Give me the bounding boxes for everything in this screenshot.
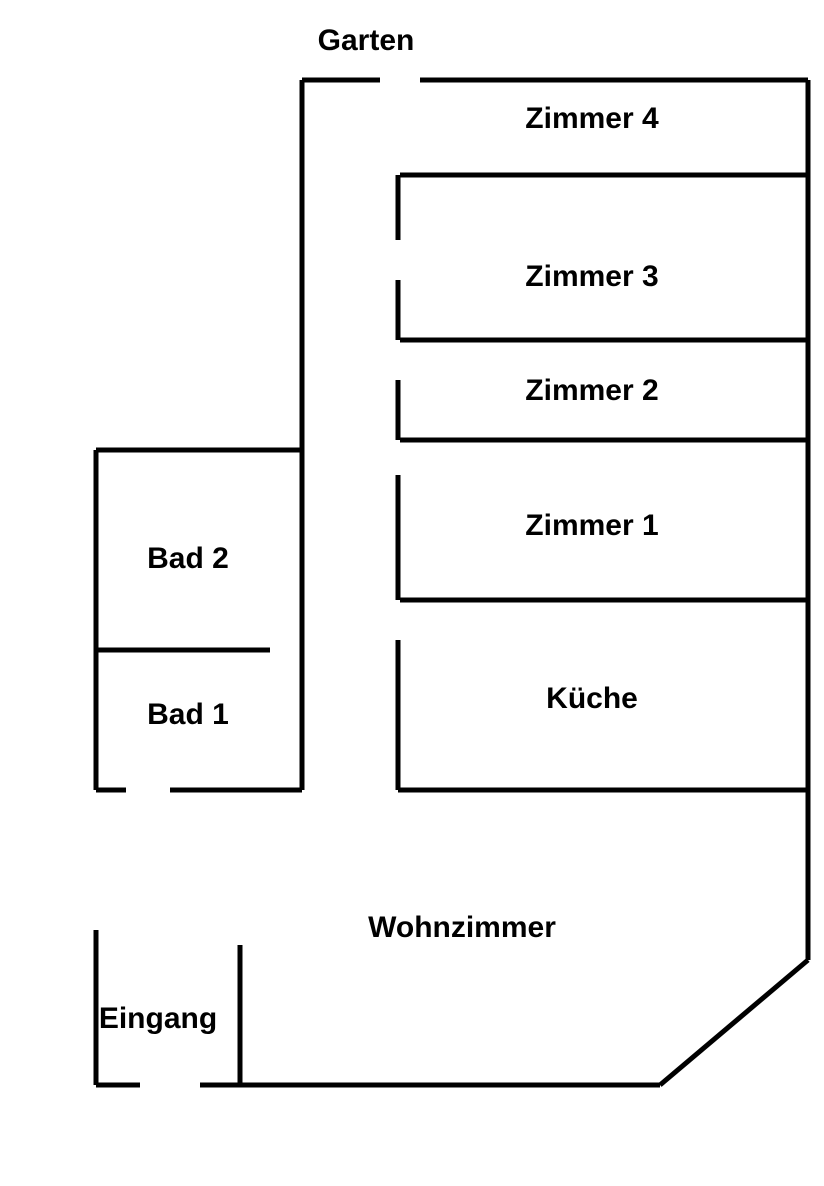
label-eingang: Eingang <box>99 1002 217 1035</box>
label-zimmer2: Zimmer 2 <box>525 374 658 407</box>
label-wohnzimmer: Wohnzimmer <box>368 911 556 944</box>
wall-segment <box>660 960 808 1085</box>
label-garten: Garten <box>318 24 415 57</box>
floorplan-diagram: Garten Zimmer 4 Zimmer 3 Zimmer 2 Zimmer 1 Kü… <box>0 0 824 1186</box>
label-kueche: Küche <box>546 682 638 715</box>
label-bad1: Bad 1 <box>147 698 229 731</box>
label-zimmer4: Zimmer 4 <box>525 102 659 135</box>
label-bad2: Bad 2 <box>147 542 229 575</box>
label-zimmer3: Zimmer 3 <box>525 260 658 293</box>
label-zimmer1: Zimmer 1 <box>525 509 658 542</box>
